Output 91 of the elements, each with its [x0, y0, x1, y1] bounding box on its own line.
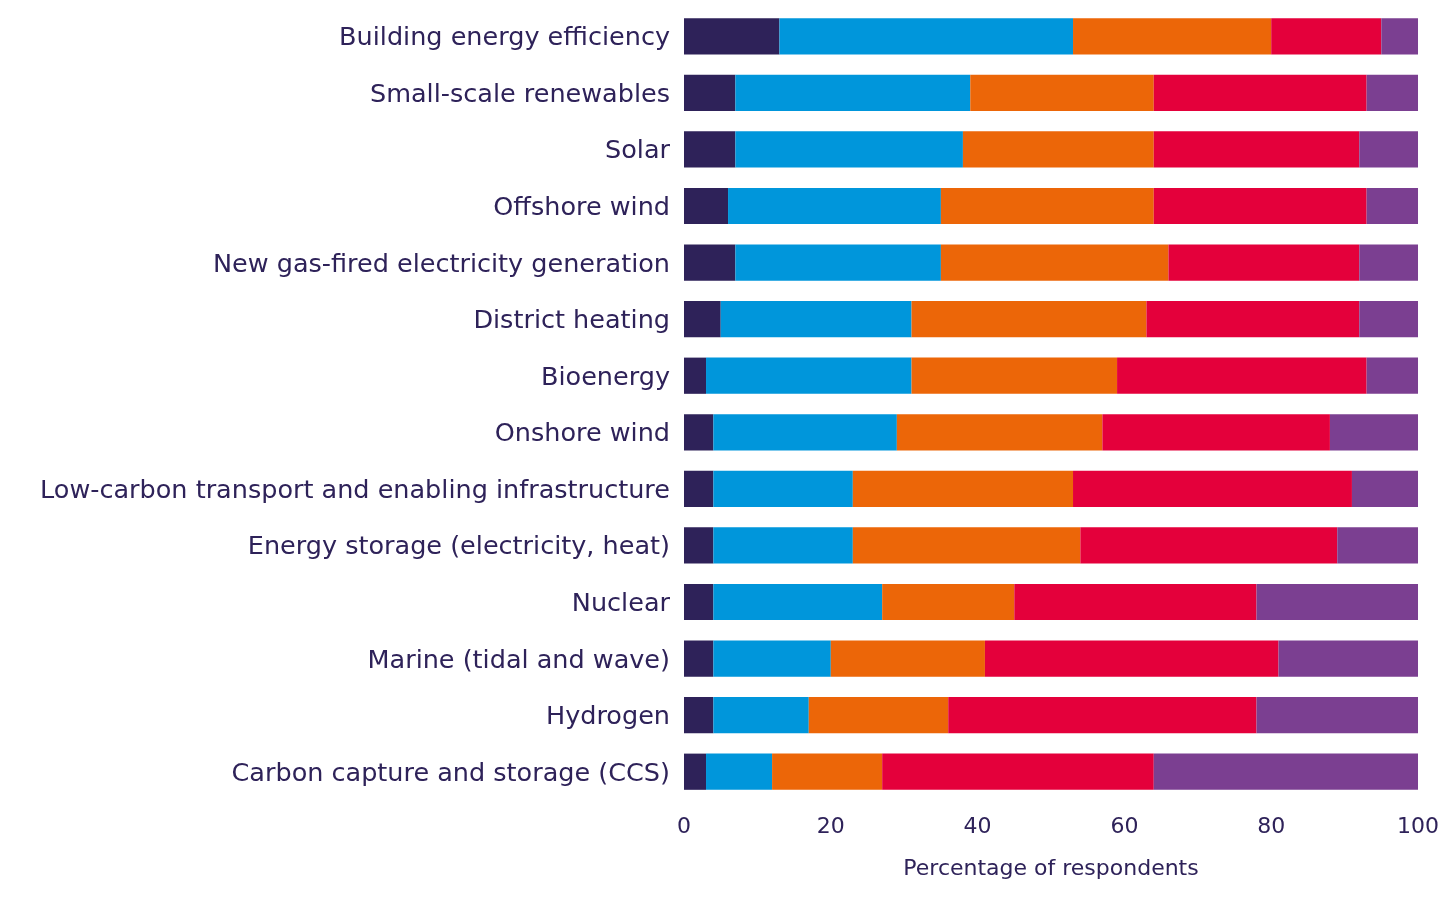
bar [1359, 244, 1418, 281]
bar [830, 640, 985, 677]
bar [940, 187, 1154, 225]
bar [1271, 18, 1382, 55]
bar [713, 583, 883, 621]
bar [1153, 187, 1367, 225]
y-tick-label: Low-carbon transport and enabling infrastructure [40, 473, 670, 504]
x-tick-label: 60 [1110, 812, 1139, 838]
bar [713, 414, 897, 451]
bar [1080, 527, 1338, 564]
y-tick-label: Building energy efficiency [339, 21, 670, 52]
bar [684, 527, 714, 564]
bar [1337, 527, 1418, 564]
x-tick-label: 0 [677, 812, 691, 838]
bar [720, 301, 912, 338]
bar [728, 187, 941, 225]
bar [882, 583, 1015, 621]
bar [1381, 18, 1418, 55]
bar [713, 640, 831, 677]
y-tick-label: New gas-fired electricity generation [212, 247, 670, 278]
bar [1329, 414, 1418, 451]
bar [684, 753, 707, 790]
bar [808, 697, 949, 734]
bar [684, 357, 707, 394]
bar [1102, 414, 1330, 451]
bar [1146, 301, 1360, 338]
bar [962, 131, 1154, 168]
bar [1153, 131, 1360, 168]
x-axis-title: Percentage of respondents [903, 854, 1199, 880]
x-tick-label: 20 [816, 812, 845, 838]
bar [911, 357, 1118, 394]
bar [882, 753, 1154, 790]
y-tick-label: Hydrogen [545, 700, 670, 731]
y-tick-label: Solar [605, 134, 671, 165]
bar [684, 74, 736, 111]
y-tick-label: Offshore wind [493, 191, 670, 221]
bar [713, 527, 853, 564]
bar [1256, 583, 1418, 621]
bar [970, 74, 1154, 111]
bar [684, 414, 714, 451]
bar [684, 583, 714, 621]
bar [684, 131, 736, 168]
y-tick-label: District heating [473, 304, 670, 335]
bar [896, 414, 1103, 451]
y-tick-label: Carbon capture and storage (CCS) [231, 756, 670, 787]
bar [706, 753, 773, 790]
bar [772, 753, 883, 790]
bar [779, 18, 1074, 55]
bar [735, 131, 963, 168]
bar [1351, 470, 1418, 507]
bar [713, 697, 809, 734]
bar [684, 301, 721, 338]
bar [1117, 357, 1367, 394]
y-tick-label: Small-scale renewables [369, 77, 670, 108]
y-tick-label: Energy storage (electricity, heat) [247, 530, 670, 561]
bar [984, 640, 1279, 677]
bar [684, 697, 714, 734]
bar [852, 470, 1074, 507]
bar [1359, 301, 1418, 338]
y-tick-label: Nuclear [571, 587, 671, 617]
bar [1278, 640, 1418, 677]
bar [684, 18, 780, 55]
bar [940, 244, 1169, 281]
bar [1073, 470, 1352, 507]
bar [911, 301, 1147, 338]
bar [706, 357, 912, 394]
bar [1359, 131, 1418, 168]
bar [1366, 74, 1418, 111]
y-tick-label: Bioenergy [540, 360, 670, 391]
bar [1014, 583, 1257, 621]
x-tick-label: 100 [1397, 812, 1439, 838]
bar [1366, 187, 1418, 225]
x-tick-label: 80 [1257, 812, 1286, 838]
bar [684, 244, 736, 281]
bar [684, 187, 729, 225]
bar [852, 527, 1081, 564]
y-tick-label: Onshore wind [494, 417, 670, 448]
bar [948, 697, 1257, 734]
bar [1366, 357, 1418, 394]
y-tick-label: Marine (tidal and wave) [367, 643, 670, 674]
bar [684, 470, 714, 507]
x-tick-label: 40 [963, 812, 992, 838]
bar [1153, 753, 1418, 790]
bar [1168, 244, 1360, 281]
bar [735, 74, 971, 111]
bar [1073, 18, 1272, 55]
bar [684, 640, 714, 677]
bar [735, 244, 941, 281]
bar [1153, 74, 1367, 111]
bar [1256, 697, 1418, 734]
bar [713, 470, 853, 507]
